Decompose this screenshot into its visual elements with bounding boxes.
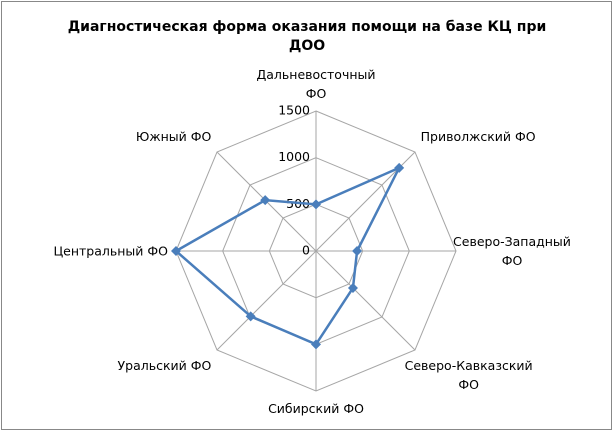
data-point	[311, 199, 321, 210]
data-point	[245, 311, 256, 322]
data-point	[260, 195, 271, 206]
data-point	[311, 339, 321, 350]
spoke	[216, 250, 317, 351]
category-label: Северо-Западный ФО	[453, 234, 571, 268]
category-label: Сибирский ФО	[268, 401, 364, 416]
category-label: Южный ФО	[135, 129, 212, 145]
category-label: Северо-Кавказский ФО	[404, 357, 533, 392]
series-line	[173, 165, 402, 346]
y-tick-label: 0	[302, 243, 310, 258]
chart-title: Диагностическая форма оказания помощи на…	[67, 19, 547, 54]
data-point	[171, 246, 181, 256]
spoke	[315, 250, 416, 351]
category-label: Центральный ФО	[53, 243, 168, 259]
y-tick-label: 1000	[278, 149, 310, 164]
data-point	[352, 246, 363, 256]
data-point	[394, 162, 405, 173]
category-label: Дальневосточный ФО	[256, 67, 376, 101]
category-label: Приволжский ФО	[420, 129, 536, 145]
category-label: Уральский ФО	[117, 357, 212, 373]
data-point	[347, 282, 358, 293]
y-tick-label: 1500	[278, 103, 310, 118]
